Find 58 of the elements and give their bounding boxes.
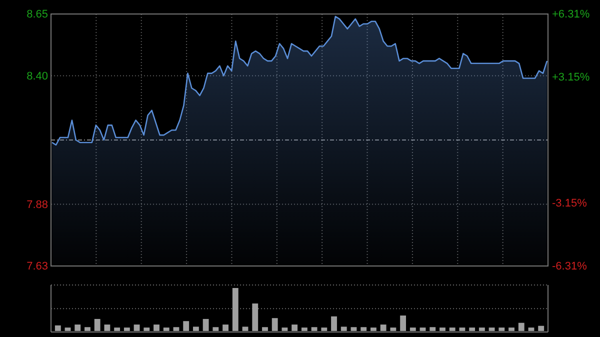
bar [508,328,514,331]
bar [430,327,436,331]
bar [212,327,219,331]
bar [478,328,485,331]
bar [528,328,534,331]
bar [331,316,337,331]
y2-tick-label: -3.15% [552,197,588,210]
bar [440,328,446,331]
bar [163,328,170,331]
y2-tick-label: +6.31% [552,8,590,21]
bar [134,324,140,331]
bar [173,327,180,331]
bar [400,316,406,331]
bar [301,328,308,331]
bar [469,328,476,331]
bar [94,318,100,331]
bar [360,327,367,331]
bar [124,328,130,331]
bar [292,324,298,331]
bar [370,328,376,331]
bar [64,328,71,331]
bar [282,328,288,331]
bar [538,326,544,331]
bar [350,327,357,331]
bar [154,324,160,331]
y-tick-label: 8.40 [26,70,48,82]
bar [449,328,456,331]
bar [311,327,318,331]
bar [183,321,190,331]
bar [222,324,228,331]
y2-tick-label: -6.31% [552,260,588,273]
bar [144,328,150,331]
y-tick-label: 7.88 [26,198,48,211]
y-tick-label: 7.63 [26,260,48,273]
bar [380,324,386,331]
y2-tick-label: +3.15% [552,72,590,84]
bar [498,328,505,331]
bar [262,327,268,331]
bar [459,328,466,331]
bar [272,318,278,331]
bar [488,328,495,331]
bar [54,325,61,331]
bar [202,318,209,331]
bar [420,328,426,331]
bar [84,327,90,331]
bar [114,328,120,331]
bar [340,326,347,331]
bar [232,288,238,331]
bar [410,328,416,331]
bar [193,326,199,331]
bar [252,303,258,331]
bar [321,328,328,331]
bar [242,326,248,331]
bar [518,322,524,331]
y-tick-label: 8.65 [26,8,48,21]
bar [104,324,110,331]
bar [390,328,396,331]
bar [74,324,81,331]
